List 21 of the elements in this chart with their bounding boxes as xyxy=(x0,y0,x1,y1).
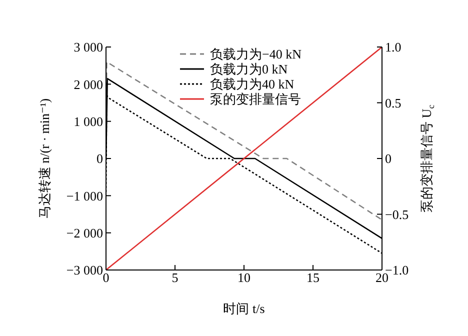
legend-label: 负载力为−40 kN xyxy=(210,46,302,62)
y-tick-label: 0 xyxy=(96,151,103,166)
y-tick-label: 2 000 xyxy=(74,76,103,92)
y2-tick-label: 1.0 xyxy=(385,40,402,55)
y2-tick-label: 0 xyxy=(385,151,392,166)
x-tick-label: 10 xyxy=(238,270,250,286)
y-tick-label: −3 000 xyxy=(66,262,103,278)
y2-tick-label: 0.5 xyxy=(385,95,402,110)
legend-label: 泵的变排量信号 xyxy=(210,92,301,106)
x-tick-label: 5 xyxy=(172,270,178,286)
x-axis-title: 时间 t/s xyxy=(223,300,265,316)
y-axis-title: 马达转速 n/(r · min⁻¹) xyxy=(36,98,52,219)
y-tick-label: 3 000 xyxy=(74,40,103,55)
y2-tick-label: −0.5 xyxy=(385,206,409,222)
y-tick-label: 1 000 xyxy=(74,114,103,129)
y-tick-label: −2 000 xyxy=(66,225,103,240)
legend-label: 负载力为40 kN xyxy=(210,76,295,92)
x-tick-label: 20 xyxy=(376,270,388,286)
x-tick-label: 15 xyxy=(306,270,320,286)
legend-label: 负载力为0 kN xyxy=(210,62,288,76)
y-tick-label: −1 000 xyxy=(66,188,103,204)
